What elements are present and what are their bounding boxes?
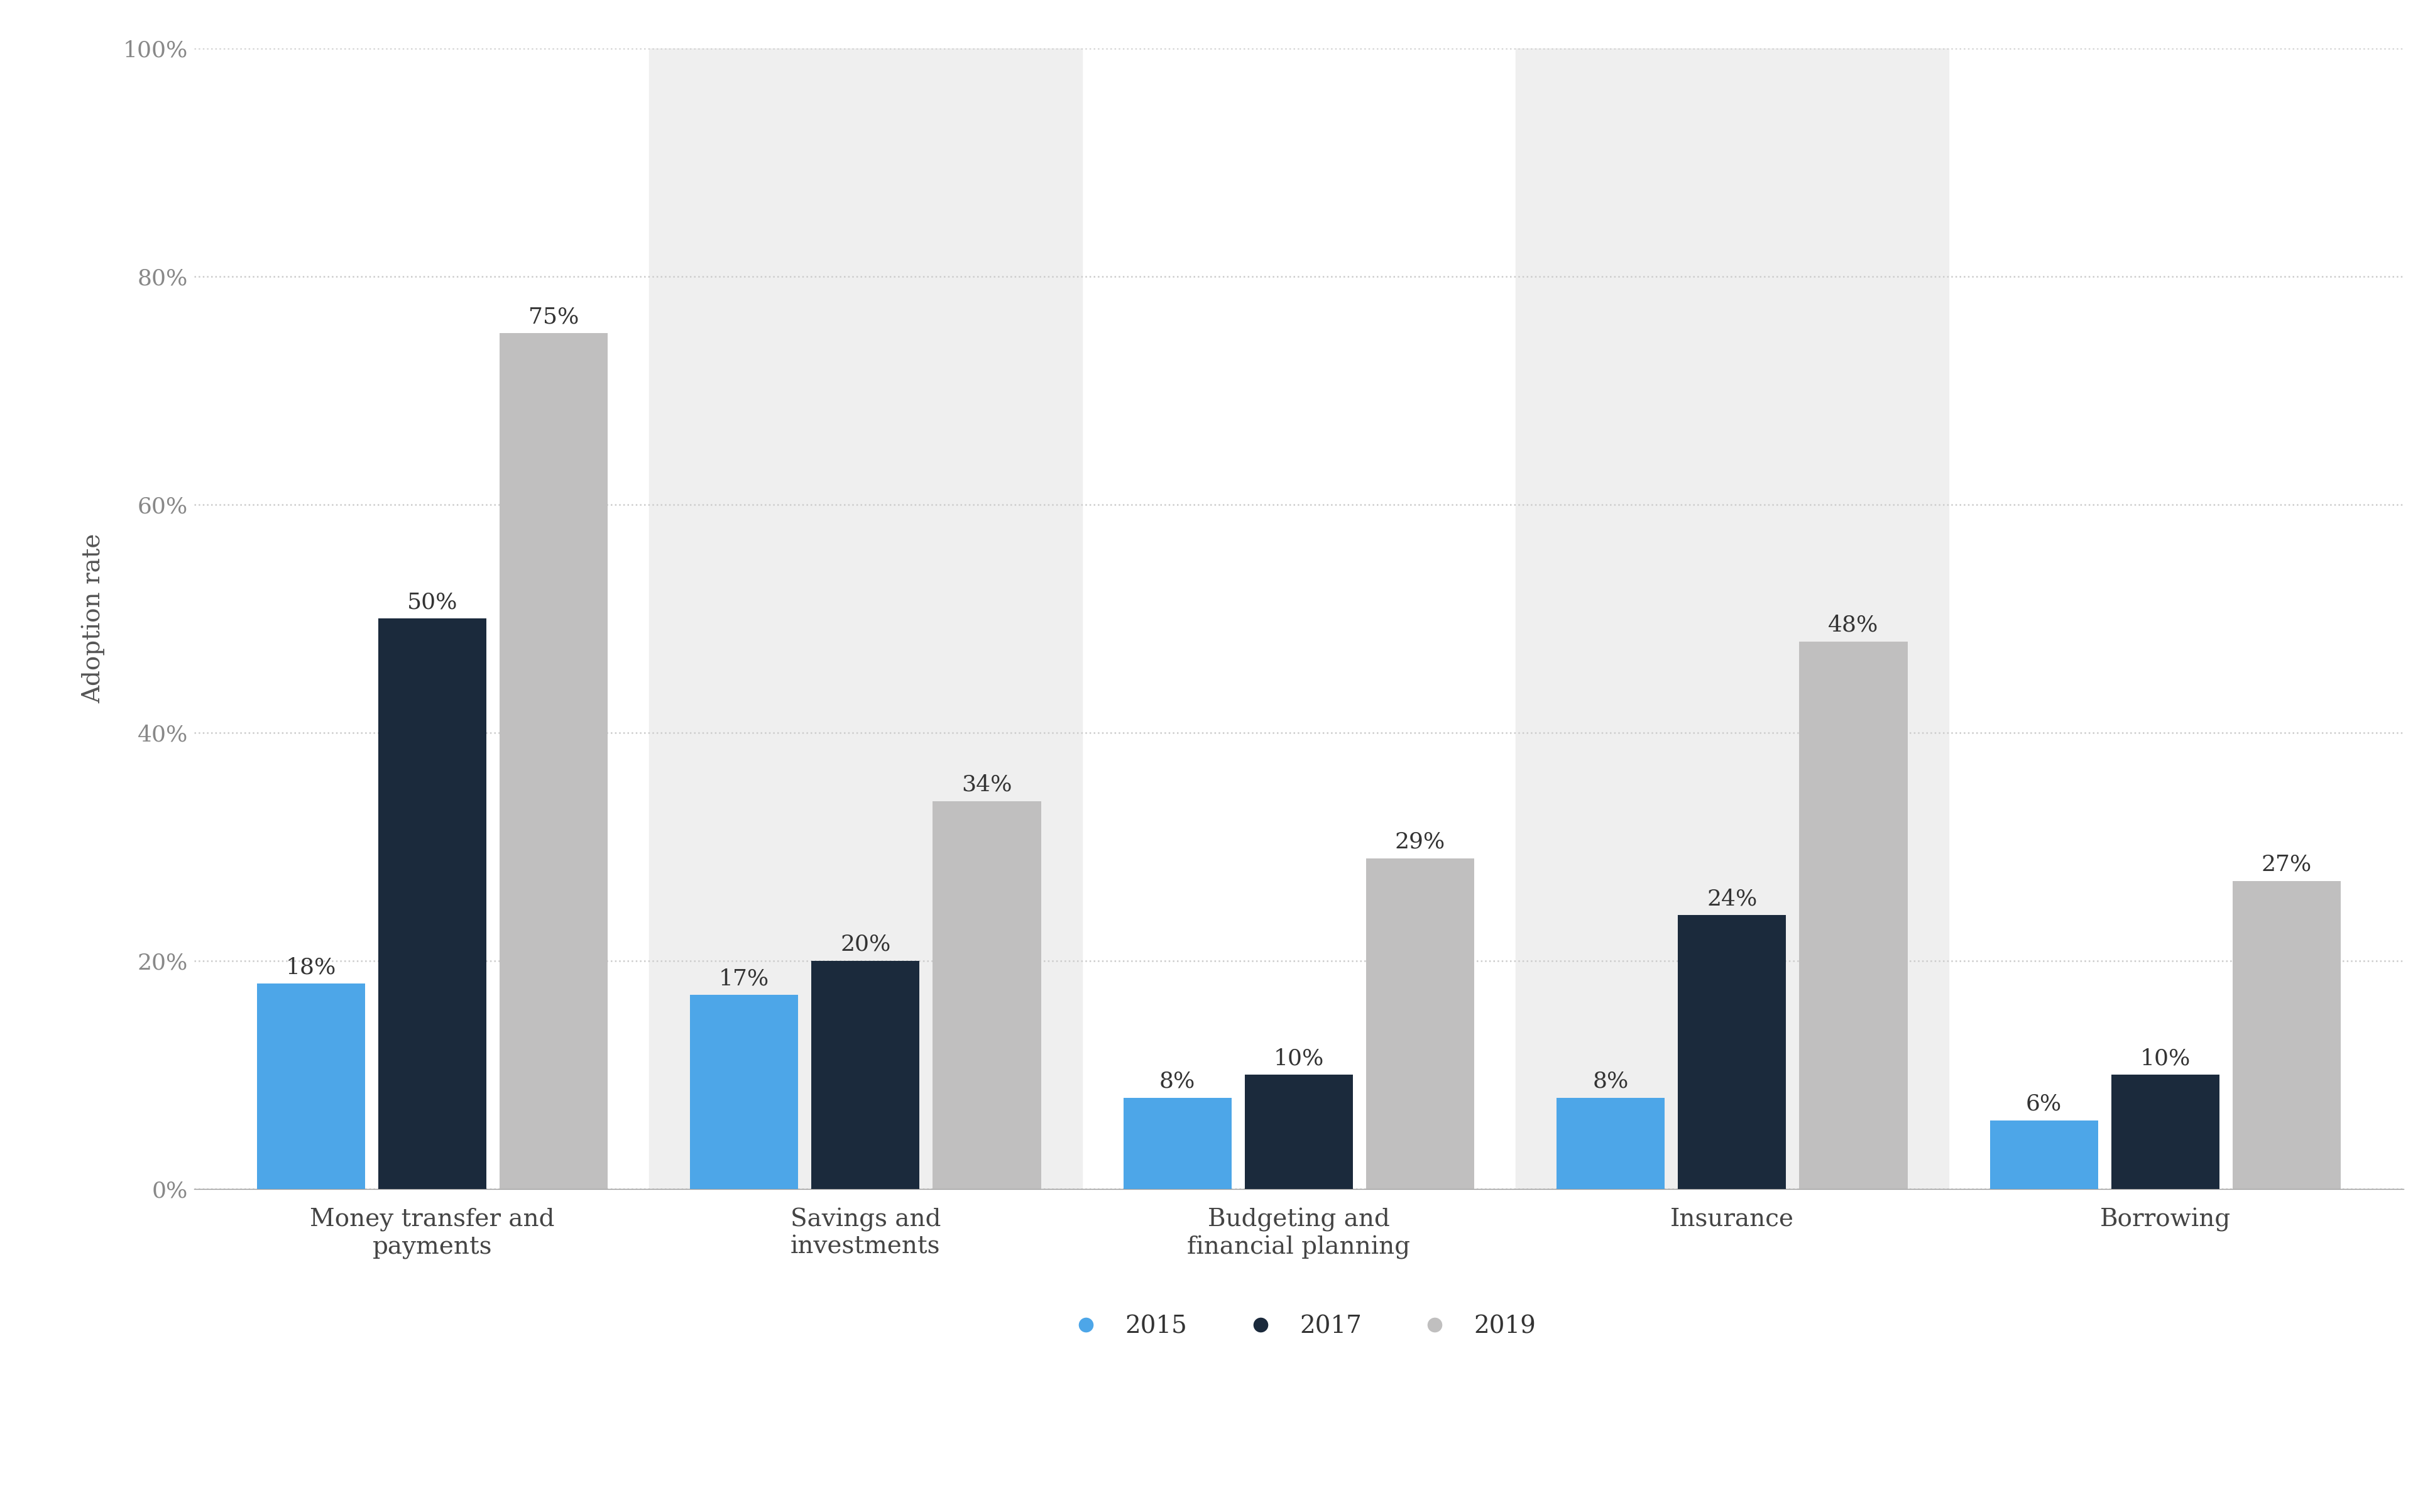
- Bar: [811, 960, 919, 1188]
- Bar: [1556, 1098, 1665, 1188]
- Bar: [1515, 48, 1950, 1188]
- Bar: [1366, 859, 1474, 1188]
- Text: 10%: 10%: [1274, 1048, 1325, 1069]
- Y-axis label: Adoption rate: Adoption rate: [82, 534, 106, 703]
- Bar: [934, 801, 1040, 1188]
- Text: 34%: 34%: [960, 774, 1011, 795]
- Text: 27%: 27%: [2261, 854, 2312, 875]
- Text: 8%: 8%: [1593, 1070, 1629, 1092]
- Bar: [499, 333, 608, 1188]
- Text: 48%: 48%: [1829, 614, 1880, 635]
- Bar: [1245, 1075, 1354, 1188]
- Text: 29%: 29%: [1395, 832, 1445, 853]
- Text: 50%: 50%: [408, 591, 458, 612]
- Text: 24%: 24%: [1706, 888, 1757, 909]
- Bar: [649, 48, 1081, 1188]
- Text: 17%: 17%: [719, 968, 770, 989]
- Text: 6%: 6%: [2027, 1093, 2063, 1114]
- Text: 8%: 8%: [1158, 1070, 1194, 1092]
- Legend: 2015, 2017, 2019: 2015, 2017, 2019: [1052, 1305, 1547, 1347]
- Text: 18%: 18%: [285, 957, 335, 978]
- Bar: [256, 984, 364, 1188]
- Bar: [1677, 915, 1786, 1188]
- Bar: [1991, 1120, 2099, 1188]
- Text: 20%: 20%: [840, 934, 890, 956]
- Bar: [1800, 641, 1909, 1188]
- Bar: [1124, 1098, 1231, 1188]
- Bar: [2232, 881, 2341, 1188]
- Text: 10%: 10%: [2140, 1048, 2191, 1069]
- Text: 75%: 75%: [528, 307, 579, 328]
- Bar: [2111, 1075, 2220, 1188]
- Bar: [690, 995, 799, 1188]
- Bar: [379, 618, 487, 1188]
